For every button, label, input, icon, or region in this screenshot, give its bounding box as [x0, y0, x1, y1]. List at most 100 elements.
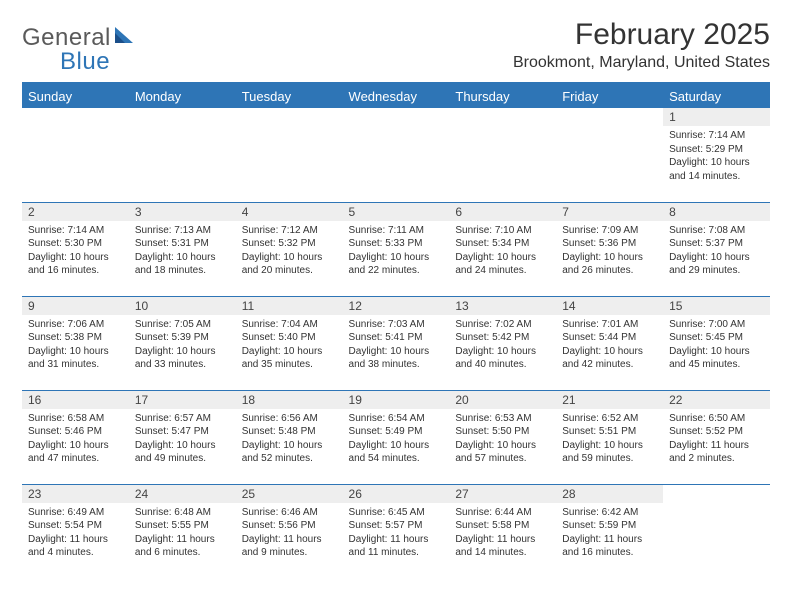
day-details: Sunrise: 7:03 AMSunset: 5:41 PMDaylight:…: [343, 315, 450, 376]
sunrise: Sunrise: 6:53 AM: [455, 412, 550, 426]
header: General Blue February 2025 Brookmont, Ma…: [22, 18, 770, 76]
sunset: Sunset: 5:31 PM: [135, 237, 230, 251]
day-details: Sunrise: 6:44 AMSunset: 5:58 PMDaylight:…: [449, 503, 556, 564]
sunrise: Sunrise: 7:06 AM: [28, 318, 123, 332]
day-header: Monday: [129, 85, 236, 108]
sail-icon: [113, 24, 135, 52]
sunset: Sunset: 5:29 PM: [669, 143, 764, 157]
daylight: Daylight: 11 hours and 14 minutes.: [455, 533, 550, 560]
day-cell: 6Sunrise: 7:10 AMSunset: 5:34 PMDaylight…: [449, 202, 556, 296]
sunrise: Sunrise: 7:10 AM: [455, 224, 550, 238]
sunrise: Sunrise: 7:14 AM: [28, 224, 123, 238]
daylight: Daylight: 11 hours and 6 minutes.: [135, 533, 230, 560]
sunrise: Sunrise: 6:42 AM: [562, 506, 657, 520]
sunset: Sunset: 5:37 PM: [669, 237, 764, 251]
day-cell: 2Sunrise: 7:14 AMSunset: 5:30 PMDaylight…: [22, 202, 129, 296]
sunrise: Sunrise: 7:03 AM: [349, 318, 444, 332]
empty-cell: [129, 108, 236, 202]
empty-cell: [449, 108, 556, 202]
empty-cell: [556, 108, 663, 202]
daylight: Daylight: 11 hours and 2 minutes.: [669, 439, 764, 466]
day-cell: 5Sunrise: 7:11 AMSunset: 5:33 PMDaylight…: [343, 202, 450, 296]
day-number: 8: [663, 203, 770, 221]
week-row: 2Sunrise: 7:14 AMSunset: 5:30 PMDaylight…: [22, 202, 770, 296]
day-number: 9: [22, 297, 129, 315]
day-cell: 27Sunrise: 6:44 AMSunset: 5:58 PMDayligh…: [449, 484, 556, 578]
sunrise: Sunrise: 7:11 AM: [349, 224, 444, 238]
sunrise: Sunrise: 7:08 AM: [669, 224, 764, 238]
day-header-row: SundayMondayTuesdayWednesdayThursdayFrid…: [22, 85, 770, 108]
day-cell: 11Sunrise: 7:04 AMSunset: 5:40 PMDayligh…: [236, 296, 343, 390]
day-cell: 18Sunrise: 6:56 AMSunset: 5:48 PMDayligh…: [236, 390, 343, 484]
daylight: Daylight: 10 hours and 42 minutes.: [562, 345, 657, 372]
day-details: Sunrise: 7:14 AMSunset: 5:29 PMDaylight:…: [663, 126, 770, 187]
day-number: 20: [449, 391, 556, 409]
day-cell: 20 Sunrise: 6:53 AMSunset: 5:50 PMDayligh…: [449, 390, 556, 484]
daylight: Daylight: 10 hours and 47 minutes.: [28, 439, 123, 466]
logo: General Blue: [22, 18, 135, 76]
day-details: Sunrise: 7:05 AMSunset: 5:39 PMDaylight:…: [129, 315, 236, 376]
daylight: Daylight: 11 hours and 4 minutes.: [28, 533, 123, 560]
day-cell: 7Sunrise: 7:09 AMSunset: 5:36 PMDaylight…: [556, 202, 663, 296]
sunrise: Sunrise: 6:46 AM: [242, 506, 337, 520]
sunset: Sunset: 5:40 PM: [242, 331, 337, 345]
sunset: Sunset: 5:56 PM: [242, 519, 337, 533]
sunrise: Sunrise: 6:48 AM: [135, 506, 230, 520]
sunrise: Sunrise: 7:09 AM: [562, 224, 657, 238]
day-details: Sunrise: 7:12 AMSunset: 5:32 PMDaylight:…: [236, 221, 343, 282]
sunrise: Sunrise: 6:57 AM: [135, 412, 230, 426]
daylight: Daylight: 10 hours and 57 minutes.: [455, 439, 550, 466]
day-details: Sunrise: 6:52 AMSunset: 5:51 PMDaylight:…: [556, 409, 663, 470]
day-details: Sunrise: 7:10 AMSunset: 5:34 PMDaylight:…: [449, 221, 556, 282]
sunrise: Sunrise: 7:05 AM: [135, 318, 230, 332]
day-details: Sunrise: 7:00 AMSunset: 5:45 PMDaylight:…: [663, 315, 770, 376]
daylight: Daylight: 10 hours and 38 minutes.: [349, 345, 444, 372]
daylight: Daylight: 10 hours and 18 minutes.: [135, 251, 230, 278]
day-number: 25: [236, 485, 343, 503]
day-details: Sunrise: 7:14 AMSunset: 5:30 PMDaylight:…: [22, 221, 129, 282]
daylight: Daylight: 10 hours and 59 minutes.: [562, 439, 657, 466]
logo-word2: Blue: [60, 48, 135, 76]
title-block: February 2025 Brookmont, Maryland, Unite…: [513, 18, 770, 72]
week-row: 1Sunrise: 7:14 AMSunset: 5:29 PMDaylight…: [22, 108, 770, 202]
day-details: Sunrise: 7:04 AMSunset: 5:40 PMDaylight:…: [236, 315, 343, 376]
daylight: Daylight: 10 hours and 35 minutes.: [242, 345, 337, 372]
daylight: Daylight: 11 hours and 16 minutes.: [562, 533, 657, 560]
day-number: 2: [22, 203, 129, 221]
sunset: Sunset: 5:36 PM: [562, 237, 657, 251]
sunset: Sunset: 5:32 PM: [242, 237, 337, 251]
day-details: Sunrise: 6:54 AMSunset: 5:49 PMDaylight:…: [343, 409, 450, 470]
sunset: Sunset: 5:47 PM: [135, 425, 230, 439]
day-header: Thursday: [449, 85, 556, 108]
day-details: Sunrise: 6:50 AMSunset: 5:52 PMDaylight:…: [663, 409, 770, 470]
daylight: Daylight: 10 hours and 20 minutes.: [242, 251, 337, 278]
day-details: Sunrise: 6:57 AMSunset: 5:47 PMDaylight:…: [129, 409, 236, 470]
day-number: 17: [129, 391, 236, 409]
sunrise: Sunrise: 6:49 AM: [28, 506, 123, 520]
week-row: 23Sunrise: 6:49 AMSunset: 5:54 PMDayligh…: [22, 484, 770, 578]
day-cell: 13Sunrise: 7:02 AMSunset: 5:42 PMDayligh…: [449, 296, 556, 390]
day-cell: 1Sunrise: 7:14 AMSunset: 5:29 PMDaylight…: [663, 108, 770, 202]
daylight: Daylight: 11 hours and 11 minutes.: [349, 533, 444, 560]
day-number: 18: [236, 391, 343, 409]
week-row: 9Sunrise: 7:06 AMSunset: 5:38 PMDaylight…: [22, 296, 770, 390]
daylight: Daylight: 10 hours and 31 minutes.: [28, 345, 123, 372]
sunset: Sunset: 5:58 PM: [455, 519, 550, 533]
sunset: Sunset: 5:39 PM: [135, 331, 230, 345]
sunset: Sunset: 5:50 PM: [455, 425, 550, 439]
day-number: 6: [449, 203, 556, 221]
day-number: 24: [129, 485, 236, 503]
day-cell: 9Sunrise: 7:06 AMSunset: 5:38 PMDaylight…: [22, 296, 129, 390]
month-title: February 2025: [513, 18, 770, 52]
day-number: 13: [449, 297, 556, 315]
day-cell: 23Sunrise: 6:49 AMSunset: 5:54 PMDayligh…: [22, 484, 129, 578]
day-number: 1: [663, 108, 770, 126]
day-cell: 21Sunrise: 6:52 AMSunset: 5:51 PMDayligh…: [556, 390, 663, 484]
day-details: Sunrise: 6:49 AMSunset: 5:54 PMDaylight:…: [22, 503, 129, 564]
day-header: Wednesday: [343, 85, 450, 108]
sunset: Sunset: 5:49 PM: [349, 425, 444, 439]
daylight: Daylight: 10 hours and 22 minutes.: [349, 251, 444, 278]
day-number: 28: [556, 485, 663, 503]
day-cell: 17Sunrise: 6:57 AMSunset: 5:47 PMDayligh…: [129, 390, 236, 484]
logo-word1: General: [22, 24, 111, 51]
